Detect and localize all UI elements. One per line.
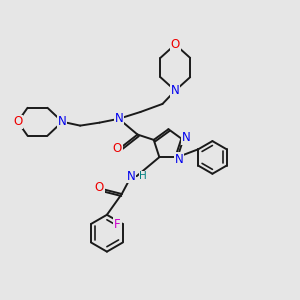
Text: O: O [113,142,122,155]
Text: F: F [114,218,121,230]
Text: H: H [139,171,147,181]
Text: O: O [95,181,104,194]
Text: N: N [114,112,123,125]
Text: N: N [171,84,180,97]
Text: N: N [127,170,136,183]
Text: N: N [175,153,183,166]
Text: O: O [13,115,22,128]
Text: O: O [171,38,180,51]
Text: N: N [182,131,190,144]
Text: N: N [58,115,67,128]
